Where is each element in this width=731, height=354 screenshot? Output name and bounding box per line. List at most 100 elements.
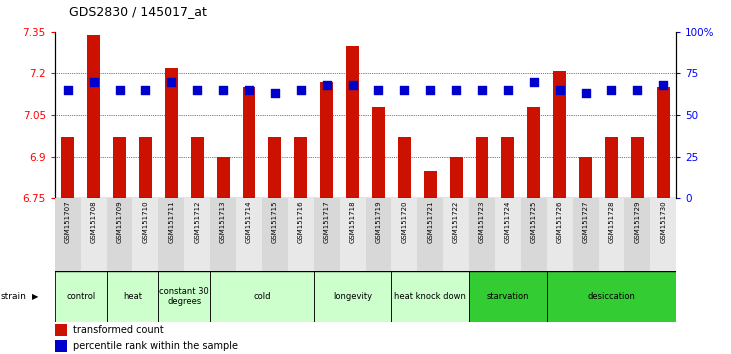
Bar xyxy=(631,137,644,198)
Point xyxy=(346,82,358,88)
Point xyxy=(114,87,126,93)
Bar xyxy=(651,198,676,271)
Bar xyxy=(366,198,391,271)
Bar xyxy=(547,198,572,271)
Point xyxy=(528,79,539,85)
Bar xyxy=(55,324,67,336)
Point xyxy=(269,91,281,96)
Point xyxy=(398,87,410,93)
Bar xyxy=(211,198,236,271)
Text: heat knock down: heat knock down xyxy=(394,292,466,301)
Point xyxy=(192,87,203,93)
Text: GSM151717: GSM151717 xyxy=(324,200,330,243)
Bar xyxy=(605,137,618,198)
Text: GSM151718: GSM151718 xyxy=(349,200,355,243)
Text: GSM151720: GSM151720 xyxy=(401,200,407,243)
Point xyxy=(243,87,255,93)
Bar xyxy=(521,198,547,271)
Bar xyxy=(340,198,366,271)
Bar xyxy=(450,157,463,198)
Bar xyxy=(55,340,67,353)
Text: GSM151707: GSM151707 xyxy=(65,200,71,243)
Text: GDS2830 / 145017_at: GDS2830 / 145017_at xyxy=(69,5,208,18)
Text: strain: strain xyxy=(1,292,26,301)
Text: cold: cold xyxy=(253,292,270,301)
Bar xyxy=(262,198,288,271)
Point xyxy=(295,87,306,93)
Bar xyxy=(417,198,443,271)
Text: GSM151711: GSM151711 xyxy=(168,200,174,243)
Bar xyxy=(424,171,436,198)
Bar xyxy=(572,198,599,271)
Point xyxy=(632,87,643,93)
Point xyxy=(554,87,566,93)
Bar xyxy=(191,137,204,198)
Text: starvation: starvation xyxy=(487,292,529,301)
Bar xyxy=(443,198,469,271)
Text: GSM151727: GSM151727 xyxy=(583,200,588,243)
Bar xyxy=(211,271,314,322)
Text: GSM151726: GSM151726 xyxy=(557,200,563,243)
Text: desiccation: desiccation xyxy=(588,292,635,301)
Point xyxy=(373,87,385,93)
Bar xyxy=(391,271,469,322)
Text: GSM151730: GSM151730 xyxy=(660,200,666,243)
Text: percentile rank within the sample: percentile rank within the sample xyxy=(73,341,238,352)
Bar xyxy=(159,271,211,322)
Bar xyxy=(391,198,417,271)
Point xyxy=(165,79,177,85)
Bar xyxy=(55,271,107,322)
Bar xyxy=(80,198,107,271)
Text: GSM151728: GSM151728 xyxy=(608,200,615,243)
Text: GSM151710: GSM151710 xyxy=(143,200,148,243)
Bar xyxy=(372,107,385,198)
Point xyxy=(657,82,669,88)
Point xyxy=(425,87,436,93)
Point xyxy=(476,87,488,93)
Bar xyxy=(61,137,75,198)
Text: GSM151721: GSM151721 xyxy=(427,200,433,243)
Text: GSM151714: GSM151714 xyxy=(246,200,252,243)
Bar xyxy=(469,198,495,271)
Text: GSM151722: GSM151722 xyxy=(453,200,459,243)
Point xyxy=(88,79,99,85)
Bar xyxy=(184,198,211,271)
Point xyxy=(140,87,151,93)
Text: GSM151708: GSM151708 xyxy=(91,200,96,243)
Text: constant 30
degrees: constant 30 degrees xyxy=(159,287,209,306)
Bar xyxy=(288,198,314,271)
Bar xyxy=(553,71,566,198)
Point xyxy=(605,87,617,93)
Bar xyxy=(216,157,230,198)
Bar xyxy=(624,198,651,271)
Bar xyxy=(314,271,391,322)
Bar xyxy=(599,198,624,271)
Bar xyxy=(295,137,307,198)
Bar xyxy=(469,271,547,322)
Text: ▶: ▶ xyxy=(32,292,39,301)
Bar xyxy=(579,157,592,198)
Text: GSM151724: GSM151724 xyxy=(505,200,511,243)
Bar xyxy=(107,271,159,322)
Bar xyxy=(55,198,80,271)
Point xyxy=(321,82,333,88)
Bar xyxy=(656,87,670,198)
Bar xyxy=(113,137,126,198)
Bar xyxy=(236,198,262,271)
Text: GSM151729: GSM151729 xyxy=(635,200,640,243)
Bar xyxy=(139,137,152,198)
Text: transformed count: transformed count xyxy=(73,325,164,336)
Bar xyxy=(320,82,333,198)
Bar xyxy=(527,107,540,198)
Bar xyxy=(107,198,132,271)
Bar xyxy=(346,46,359,198)
Point xyxy=(580,91,591,96)
Bar xyxy=(314,198,340,271)
Bar xyxy=(547,271,676,322)
Point xyxy=(450,87,462,93)
Point xyxy=(502,87,514,93)
Text: GSM151712: GSM151712 xyxy=(194,200,200,243)
Bar xyxy=(87,35,100,198)
Point xyxy=(62,87,74,93)
Bar xyxy=(398,137,411,198)
